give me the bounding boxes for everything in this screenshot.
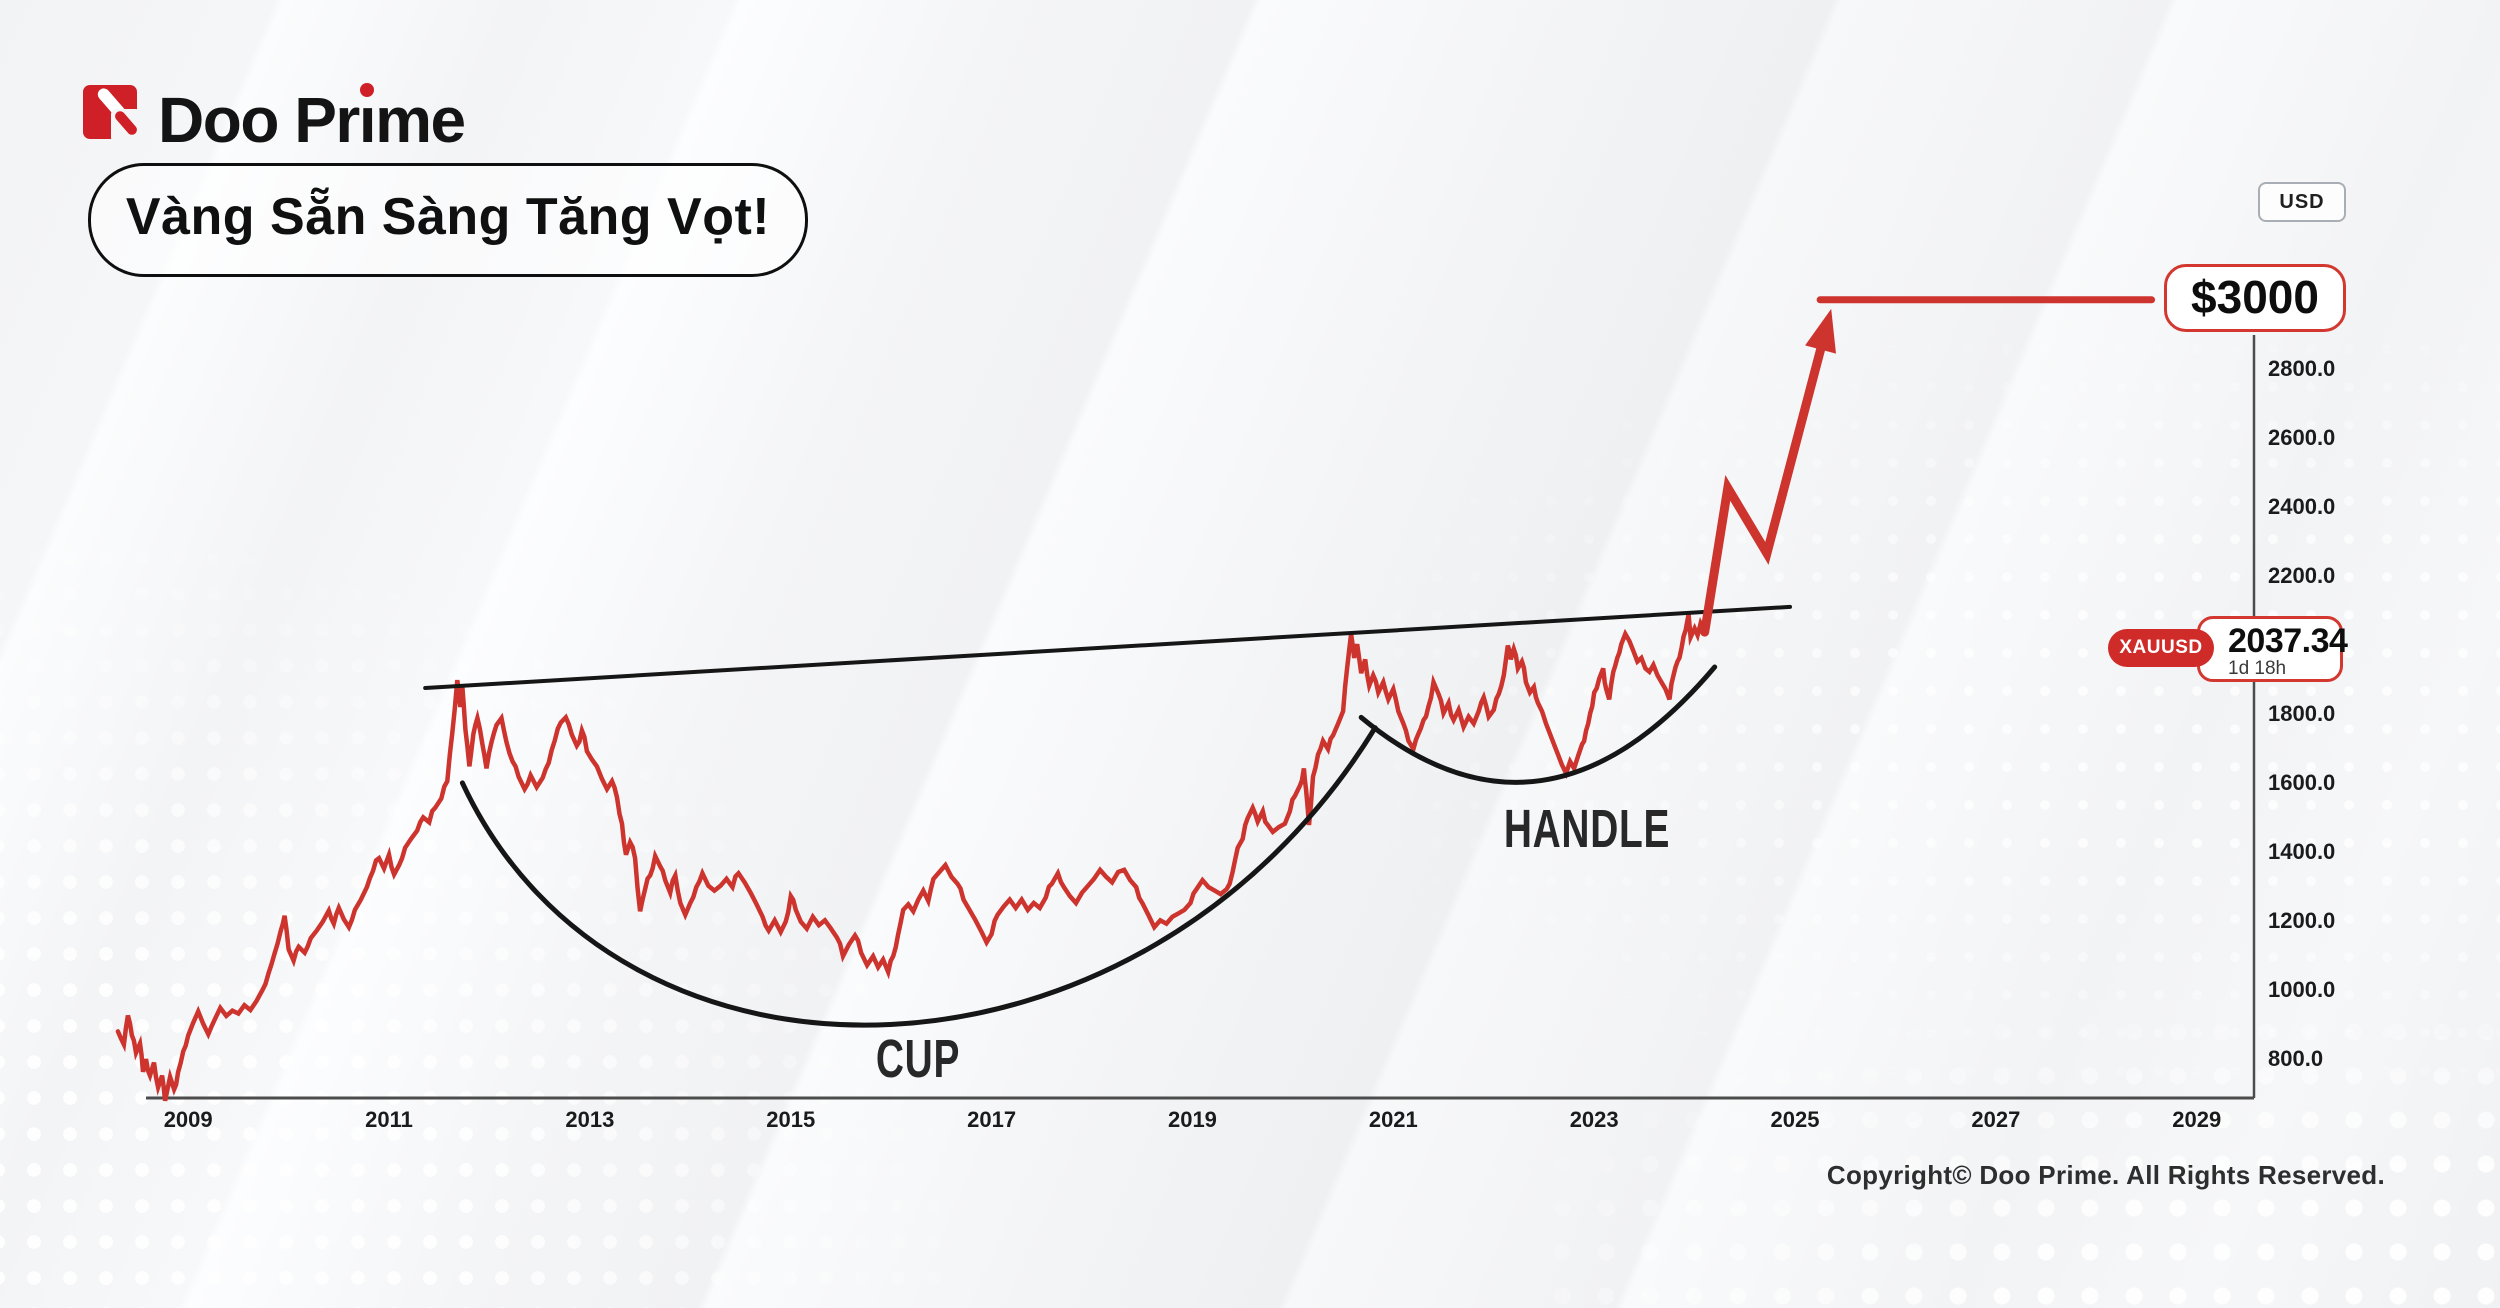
y-tick-label: 2400.0 bbox=[2268, 493, 2336, 519]
x-tick-label: 2025 bbox=[1770, 1107, 1820, 1132]
wordmark-pre: Doo Pr bbox=[158, 84, 360, 156]
x-tick-label: 2011 bbox=[365, 1107, 413, 1132]
x-tick-label: 2027 bbox=[1971, 1107, 2021, 1132]
forecast-arrowhead-icon bbox=[1805, 308, 1836, 354]
logo-i-dot-icon bbox=[359, 83, 374, 97]
x-tick-label: 2013 bbox=[565, 1107, 615, 1132]
y-tick-label: 1200.0 bbox=[2268, 907, 2336, 933]
x-tick-label: 2029 bbox=[2172, 1107, 2222, 1132]
y-tick-label: 1600.0 bbox=[2268, 769, 2336, 795]
x-tick-label: 2023 bbox=[1569, 1107, 1619, 1132]
x-tick-label: 2021 bbox=[1368, 1107, 1418, 1132]
x-tick-label: 2009 bbox=[163, 1107, 213, 1132]
headline-text: Vàng Sẵn Sàng Tăng Vọt! bbox=[125, 188, 771, 246]
y-tick-label: 2600.0 bbox=[2268, 424, 2336, 450]
resistance-trendline bbox=[423, 604, 1792, 690]
doo-prime-logo-icon bbox=[83, 85, 141, 143]
y-tick-label: 1000.0 bbox=[2268, 976, 2336, 1002]
handle-label: HANDLE bbox=[1503, 799, 1671, 859]
y-tick-label: 1800.0 bbox=[2268, 700, 2336, 726]
y-tick-label: 2800.0 bbox=[2268, 355, 2336, 381]
x-tick-label: 2019 bbox=[1167, 1107, 1217, 1132]
wordmark-post: me bbox=[375, 84, 466, 156]
doo-prime-wordmark: Doo Prı me bbox=[158, 83, 466, 156]
x-tick-label: 2017 bbox=[967, 1107, 1017, 1132]
y-tick-label: 800.0 bbox=[2268, 1046, 2324, 1071]
forecast-line bbox=[1700, 345, 1826, 637]
y-tick-label: 2200.0 bbox=[2268, 562, 2336, 588]
last-price: 2037.34 bbox=[2228, 622, 2348, 660]
symbol-badge: XAUUSD bbox=[2108, 629, 2214, 667]
headline-banner: Vàng Sẵn Sàng Tăng Vọt! bbox=[88, 163, 808, 277]
currency-badge: USD bbox=[2258, 182, 2346, 222]
timeframe: 1d 18h bbox=[2228, 658, 2287, 679]
y-tick-label: 1400.0 bbox=[2268, 838, 2336, 864]
target-price-badge: $3000 bbox=[2164, 264, 2346, 332]
x-tick-label: 2015 bbox=[766, 1107, 816, 1132]
price-quote: 2037.34 1d 18h XAUUSD bbox=[2108, 616, 2348, 682]
copyright: Copyright© Doo Prime. All Rights Reserve… bbox=[1826, 1160, 2385, 1190]
last-price-box: 2037.34 1d 18h bbox=[2197, 616, 2348, 682]
cup-label: CUP bbox=[875, 1029, 961, 1089]
wordmark-i: ı bbox=[358, 83, 377, 156]
